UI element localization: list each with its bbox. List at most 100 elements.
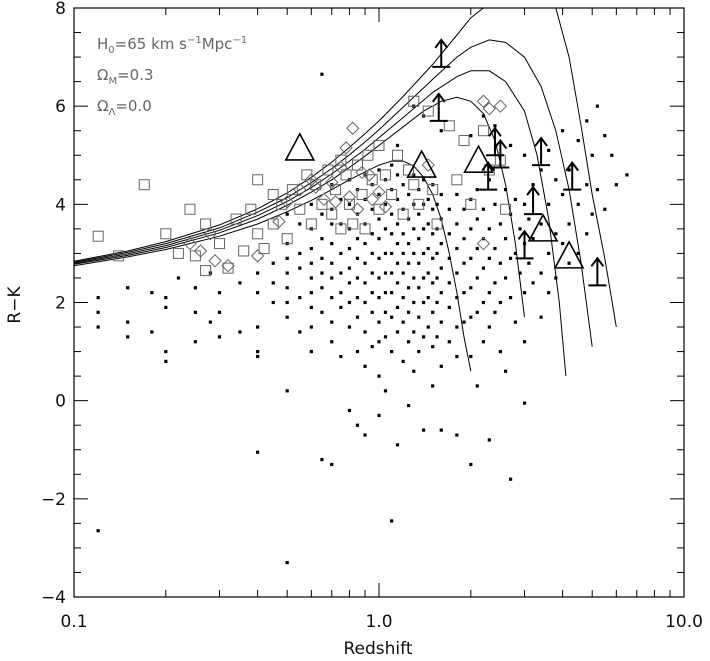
- data-point-small: [508, 477, 513, 481]
- svg-text:ΩΛ=0.0: ΩΛ=0.0: [97, 97, 152, 118]
- data-point-small: [439, 192, 443, 197]
- data-point-small: [426, 246, 430, 251]
- data-point-small: [401, 232, 405, 236]
- data-point-open-diamond: [339, 141, 353, 155]
- data-point-open-diamond: [476, 236, 491, 251]
- data-point-small: [193, 340, 197, 344]
- data-point-small: [355, 276, 360, 280]
- data-point-small: [447, 340, 451, 344]
- data-point-small: [439, 242, 443, 246]
- data-point-small: [475, 384, 479, 388]
- data-point-open-square: [238, 245, 250, 257]
- data-point-open-diamond: [193, 244, 208, 258]
- data-point-small: [256, 450, 260, 454]
- data-point-open-diamond: [350, 202, 365, 216]
- data-point-small: [522, 202, 527, 206]
- data-point-small: [406, 340, 411, 344]
- data-point-open-square: [294, 203, 306, 215]
- data-point-small: [339, 251, 343, 256]
- data-point-small: [285, 256, 289, 260]
- data-point-small: [395, 197, 400, 202]
- data-point-open-square: [160, 228, 172, 240]
- data-point-small: [298, 222, 302, 226]
- data-point-small: [421, 251, 426, 256]
- data-point-small: [401, 183, 405, 187]
- data-point-small: [320, 286, 324, 290]
- data-point-small: [421, 276, 426, 280]
- data-point-small: [363, 242, 367, 246]
- data-point-small: [469, 315, 473, 319]
- data-point-open-square: [392, 149, 404, 161]
- data-point-small: [421, 428, 426, 432]
- data-point-open-square: [347, 218, 359, 230]
- data-point-small: [522, 340, 527, 344]
- data-point-open-square: [351, 159, 363, 171]
- data-point-small: [447, 256, 451, 260]
- data-point-small: [309, 246, 313, 251]
- data-point-small: [522, 401, 527, 405]
- data-point-small: [475, 217, 479, 221]
- data-point-small: [285, 286, 289, 290]
- data-point-open-square: [465, 198, 477, 210]
- data-point-small: [285, 389, 289, 393]
- h0-text-2: Mpc: [202, 35, 233, 53]
- data-point-small: [426, 271, 430, 275]
- y-tick-label: −2: [41, 490, 66, 510]
- annotation-hubble-constant: H0=65 km s−1Mpc−1: [97, 35, 247, 56]
- data-point-small: [531, 183, 535, 187]
- y-tick-label: 0: [55, 392, 66, 412]
- data-point-small: [503, 188, 508, 192]
- data-point-small: [531, 281, 535, 285]
- data-point-small: [320, 72, 324, 76]
- data-point-small: [96, 310, 100, 314]
- data-point-small: [417, 237, 421, 241]
- data-point-small: [347, 408, 352, 413]
- data-point-open-square: [245, 203, 257, 215]
- data-point-small: [395, 305, 400, 310]
- data-point-open-diamond: [355, 165, 369, 180]
- annotation-omega-m: ΩM=0.3: [97, 66, 154, 87]
- data-point-small: [126, 335, 130, 339]
- data-point-small: [217, 310, 222, 314]
- data-point-small: [431, 345, 435, 349]
- data-point-small: [426, 197, 430, 202]
- data-point-small: [370, 232, 374, 236]
- data-point-small: [339, 291, 343, 295]
- data-point-open-diamond: [365, 192, 379, 207]
- data-point-open-triangle: [527, 213, 559, 242]
- data-point-small: [412, 251, 416, 256]
- data-point-small: [487, 291, 491, 295]
- data-point-small: [487, 325, 491, 329]
- omega-m-subscript: M: [108, 76, 117, 87]
- data-point-small: [330, 295, 334, 300]
- data-point-small: [126, 320, 130, 324]
- data-point-open-square: [252, 174, 264, 186]
- data-point-small: [355, 295, 360, 300]
- data-point-small: [256, 354, 260, 359]
- data-point-open-square: [189, 250, 201, 262]
- data-point-small: [455, 433, 459, 437]
- model-curve-1: [73, 160, 472, 372]
- data-point-open-square: [359, 223, 371, 235]
- data-point-small: [377, 192, 381, 197]
- data-point-small: [561, 192, 565, 197]
- data-point-small: [395, 330, 400, 334]
- data-point-open-square: [362, 149, 374, 161]
- data-point-open-diamond: [421, 158, 435, 172]
- data-point-small: [475, 188, 479, 192]
- data-point-small: [469, 256, 473, 260]
- data-point-small: [455, 192, 459, 197]
- data-point-small: [164, 359, 168, 363]
- data-point-small: [554, 276, 558, 280]
- data-point-small: [164, 295, 168, 300]
- data-point-small: [518, 227, 522, 231]
- data-point-small: [370, 251, 374, 256]
- data-point-small: [561, 242, 565, 246]
- data-point-small: [431, 310, 435, 314]
- data-point-open-square: [276, 198, 288, 210]
- data-point-small: [395, 281, 400, 285]
- data-point-lower-limit: [491, 138, 510, 169]
- data-point-small: [363, 281, 367, 285]
- data-point-small: [150, 291, 154, 295]
- data-point-open-diamond: [325, 175, 339, 189]
